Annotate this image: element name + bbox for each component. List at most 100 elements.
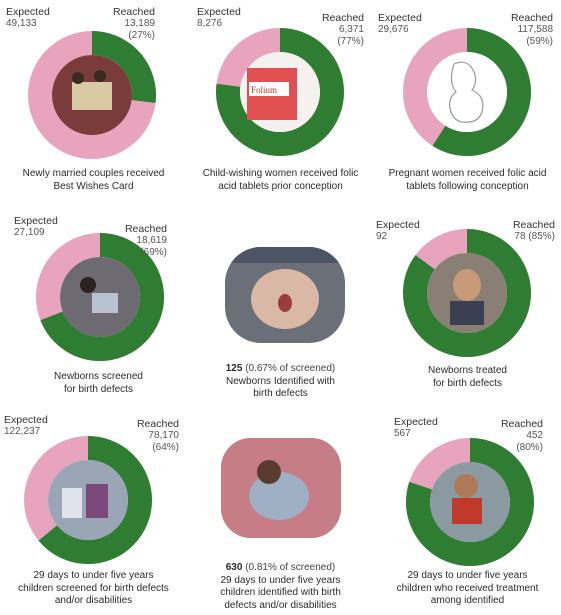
expected-value: 27,109 <box>14 227 45 238</box>
reached-block: Reached 13,189 (27%) <box>113 6 155 42</box>
caption-line: defects and/or disabilities <box>224 599 337 611</box>
donut-chart <box>28 31 156 159</box>
caption-line: Newly married couples received <box>22 168 165 179</box>
card-children-identified: 630 (0.81% of screened) 29 days to under… <box>187 410 374 615</box>
expected-block: Expected 29,676 <box>378 12 422 36</box>
photo-detail <box>62 488 82 518</box>
highlight-number: 125 <box>225 363 243 374</box>
donut-chart: Folium <box>216 28 344 156</box>
caption: Newly married couples received Best Wish… <box>0 168 187 193</box>
card-newborns-screened: Expected 27,109 Reached 18,619 (69%) New… <box>0 205 187 410</box>
caption-line: children screened for birth defects <box>18 582 169 594</box>
expected-label: Expected <box>14 215 58 227</box>
folium-box-text: Folium <box>251 85 277 95</box>
expected-value: 49,133 <box>6 18 37 29</box>
expected-label: Expected <box>376 219 420 231</box>
child-photo <box>221 438 341 538</box>
caption-line: among identified <box>430 595 505 606</box>
expected-label: Expected <box>394 416 438 428</box>
caption-line: Newborns treated <box>428 365 507 376</box>
caption-line: Pregnant women received folic acid <box>388 168 547 179</box>
photo-detail <box>452 498 482 524</box>
reached-label: Reached <box>112 6 155 18</box>
photo-detail <box>86 484 108 518</box>
reached-pct: (64%) <box>152 442 179 453</box>
highlight-detail: (0.67% of screened) <box>245 363 336 374</box>
expected-block: Expected 122,237 <box>4 414 48 438</box>
caption: Child-wishing women received folic acid … <box>187 168 374 193</box>
caption: Newborns screened for birth defects <box>5 371 192 396</box>
expected-label: Expected <box>378 12 422 24</box>
caption-line: 29 days to under five years <box>33 570 154 581</box>
reached-value: 78 (85%) <box>514 231 555 242</box>
donut-reached-arc <box>216 28 344 156</box>
pregnant-woman-icon <box>449 61 484 123</box>
expected-value: 29,676 <box>378 24 409 35</box>
reached-block: Reached 452 (80%) <box>501 418 543 454</box>
caption-line: and/or disabilities <box>54 595 133 606</box>
reached-value: 18,619 <box>136 235 167 246</box>
caption-line: children identified with birth <box>220 587 341 598</box>
card-newborns-treated: Expected 92 Reached 78 (85%) Newborns tr… <box>374 205 561 410</box>
photo-detail <box>72 82 112 110</box>
card-folic-prior: Folium Expected 8,276 Reached 6,371 (77%… <box>187 0 374 205</box>
expected-value: 567 <box>394 428 411 439</box>
expected-value: 92 <box>376 231 388 242</box>
caption-line: Child-wishing women received folic <box>202 168 359 179</box>
photo-illustration <box>221 438 341 538</box>
photo-detail <box>249 472 309 520</box>
caption-line: Best Wishes Card <box>53 180 134 192</box>
expected-block: Expected 49,133 <box>6 6 50 30</box>
photo-face <box>257 460 281 484</box>
expected-value: 122,237 <box>4 426 41 437</box>
card-folic-following: Expected 29,676 Reached 117,588 (59%) Pr… <box>374 0 561 205</box>
photo-person <box>94 70 106 82</box>
card-children-screened: Expected 122,237 Reached 78,170 (64%) 29… <box>0 410 187 615</box>
expected-block: Expected 92 <box>376 219 420 243</box>
donut-chart <box>406 438 534 566</box>
photo-person <box>80 277 96 293</box>
caption-line: 29 days to under five years <box>220 574 341 586</box>
photo-face <box>453 269 481 301</box>
card-newborns-identified: 125 (0.67% of screened) Newborns Identif… <box>187 205 374 410</box>
caption-line: tablets following conception <box>406 180 529 192</box>
reached-label: Reached <box>136 418 179 430</box>
reached-pct: (59%) <box>526 36 553 47</box>
reached-value: 452 <box>526 430 543 441</box>
expected-value: 8,276 <box>197 18 223 29</box>
folium-box-label <box>249 82 289 96</box>
donut-reached-arc <box>24 436 152 564</box>
expected-label: Expected <box>6 6 50 18</box>
photo-face <box>454 474 478 498</box>
card-best-wishes: Expected 49,133 Reached 13,189 (27%) New… <box>0 0 187 205</box>
donut-reached-arc <box>403 28 531 156</box>
caption-line: acid tablets prior conception <box>218 180 343 192</box>
newborn-photo <box>225 247 345 343</box>
highlight-number: 630 <box>225 562 243 573</box>
donut-chart <box>24 436 152 564</box>
reached-block: Reached 78 (85%) <box>513 219 555 243</box>
reached-block: Reached 18,619 (69%) <box>125 223 167 259</box>
highlight-line: 125 (0.67% of screened) <box>187 363 374 376</box>
expected-block: Expected 27,109 <box>14 215 58 239</box>
caption: 29 days to under five years children scr… <box>0 570 187 608</box>
donut-reached-arc <box>406 438 534 566</box>
reached-block: Reached 6,371 (77%) <box>322 12 364 48</box>
caption-line: for birth defects <box>433 377 502 389</box>
card-children-treated: Expected 567 Reached 452 (80%) 29 days t… <box>374 410 561 615</box>
caption-line: birth defects <box>253 388 308 399</box>
reached-pct: (69%) <box>140 247 167 258</box>
caption-line: Newborns screened <box>54 371 143 382</box>
highlight-detail: (0.81% of screened) <box>245 562 336 573</box>
expected-label: Expected <box>4 414 48 426</box>
reached-block: Reached 78,170 (64%) <box>137 418 179 454</box>
caption: 125 (0.67% of screened) Newborns Identif… <box>187 363 374 401</box>
photo-detail <box>278 294 292 312</box>
reached-label: Reached <box>500 418 543 430</box>
photo-detail <box>450 301 484 325</box>
photo-detail <box>92 293 118 313</box>
highlight-line: 630 (0.81% of screened) <box>187 562 374 575</box>
reached-pct: (27%) <box>128 30 155 41</box>
caption-line: 29 days to under five years <box>407 570 528 581</box>
donut-chart <box>403 28 531 156</box>
